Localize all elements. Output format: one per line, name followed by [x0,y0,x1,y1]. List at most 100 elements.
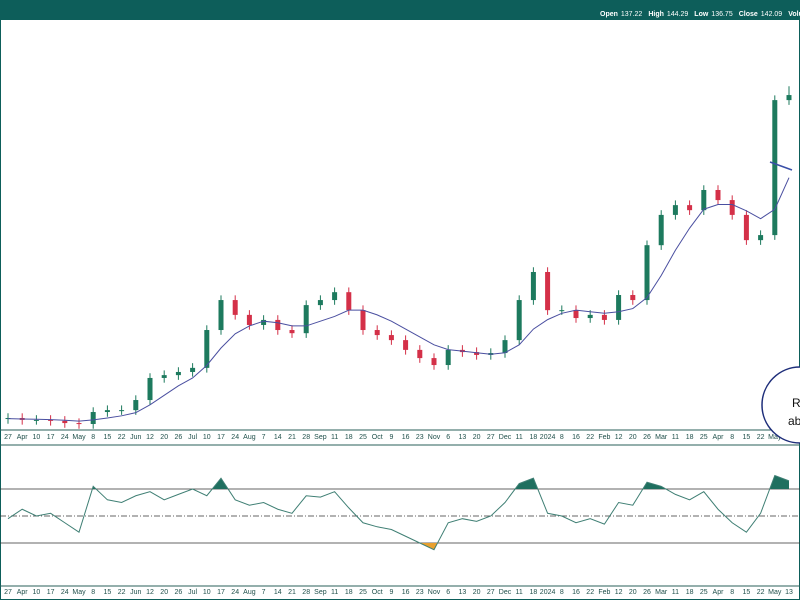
candle-body [587,314,593,319]
candle-body [360,310,366,331]
x-tick-label: 15 [104,434,112,441]
x-tick-label: May [768,434,782,441]
readout-value: 137.22 [621,11,643,18]
candle-body [204,330,210,368]
readout-label: Low [694,11,709,18]
x-tick-label: 8 [91,434,95,441]
x-tick-label: Feb [598,434,610,441]
candle-body [601,314,607,320]
candle-body [175,371,181,376]
x-tick-label: 16 [572,589,580,596]
x-tick-label: 16 [402,434,410,441]
x-tick-label: 24 [231,589,239,596]
annotation-text: ab [788,414,800,428]
x-tick-label: 8 [730,589,734,596]
x-tick-label: Mar [655,434,668,441]
x-tick-label: 22 [586,434,594,441]
x-tick-label: 26 [175,434,183,441]
x-tick-label: 13 [459,434,467,441]
candle-body [388,335,394,341]
x-tick-label: 26 [643,434,651,441]
candle-body [644,245,650,301]
candle-body [701,189,707,211]
candle-body [246,314,252,325]
candle-body [559,310,565,312]
candle-body [758,235,764,241]
candle-body [374,330,380,336]
candle-body [743,214,749,241]
x-tick-label: 11 [516,434,523,441]
candle-body [545,271,551,311]
x-tick-label: Jul [188,589,197,596]
x-tick-label: 27 [487,434,495,441]
x-tick-label: 24 [61,434,69,441]
candle-body [232,300,238,315]
x-tick-label: May [768,589,782,596]
candle-body [332,292,338,301]
x-tick-label: 10 [33,589,41,596]
x-tick-label: 11 [672,589,679,596]
x-tick-label: 11 [331,589,338,596]
candle-body [147,377,153,401]
x-tick-label: 12 [615,589,623,596]
x-tick-label: 22 [118,589,126,596]
candle-body [687,205,693,211]
candle-body [616,295,622,320]
candle-body [317,300,323,306]
x-tick-label: Apr [713,589,725,596]
x-tick-label: 6 [446,434,450,441]
x-tick-label: 11 [516,589,523,596]
x-tick-label: Aug [243,589,256,596]
x-tick-label: Sep [314,434,327,441]
x-tick-label: 18 [345,434,353,441]
readout-label: High [648,11,664,18]
candle-body [119,410,125,412]
candle-body [445,349,451,366]
x-tick-label: 15 [743,434,751,441]
x-tick-label: 22 [757,589,765,596]
candle-body [715,189,721,201]
x-tick-label: 17 [217,434,225,441]
candle-body [516,300,522,341]
x-tick-label: 16 [572,434,580,441]
candle-body [90,412,96,425]
x-tick-label: Oct [372,434,383,441]
x-tick-label: 23 [416,434,424,441]
x-tick-label: 14 [274,434,282,441]
x-tick-label: 17 [47,434,55,441]
x-tick-label: 24 [231,434,239,441]
annotation-arrow [769,161,793,171]
x-tick-label: 10 [203,434,211,441]
x-tick-label: 26 [643,589,651,596]
x-tick-label: 13 [785,589,793,596]
x-tick-label: 25 [700,434,708,441]
readout-value: 142.09 [761,11,783,18]
x-tick-label: 22 [586,589,594,596]
x-tick-label: Jun [130,434,141,441]
x-tick-label: Dec [499,434,512,441]
x-tick-label: 2024 [540,589,556,596]
x-tick-label: Feb [598,589,610,596]
x-tick-label: 11 [672,434,679,441]
x-tick-label: 17 [217,589,225,596]
oversold-fill [8,543,789,550]
x-tick-label: 18 [530,434,538,441]
x-tick-label: Jun [130,589,141,596]
x-tick-label: 24 [61,589,69,596]
x-tick-label: Apr [713,434,725,441]
x-tick-label: 27 [487,589,495,596]
candle-body [474,352,480,355]
candle-body [431,358,437,366]
x-tick-label: Dec [499,589,512,596]
x-tick-label: 18 [686,589,694,596]
x-tick-label: 25 [359,434,367,441]
candle-body [630,295,636,301]
candle-body [190,367,196,372]
x-tick-label: 27 [4,589,12,596]
x-tick-label: 10 [203,589,211,596]
x-tick-label: 20 [473,589,481,596]
readout-label: Close [739,11,758,18]
x-tick-label: 8 [730,434,734,441]
x-tick-label: 12 [615,434,623,441]
